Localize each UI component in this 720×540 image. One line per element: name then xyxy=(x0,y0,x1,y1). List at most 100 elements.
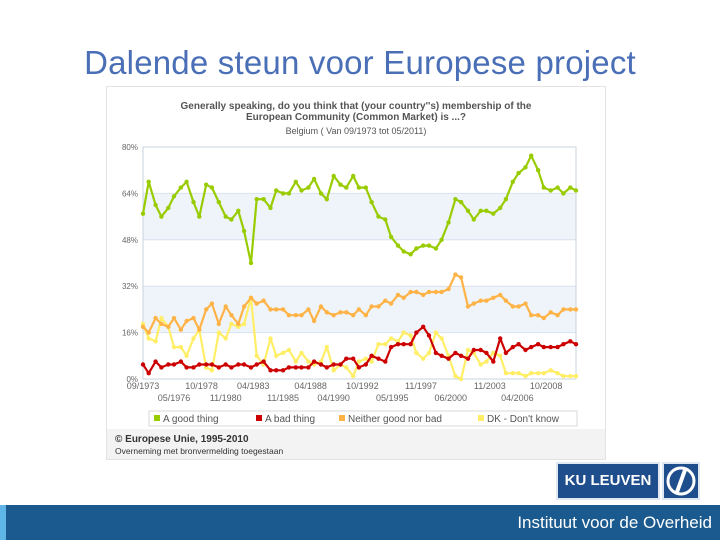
data-point xyxy=(153,359,158,364)
data-point xyxy=(478,347,483,353)
data-point xyxy=(498,292,503,298)
data-point xyxy=(209,301,215,306)
data-point xyxy=(351,313,356,318)
data-point xyxy=(318,304,324,309)
y-tick-label: 80% xyxy=(122,143,138,152)
data-point xyxy=(140,211,146,216)
data-point xyxy=(241,304,247,309)
data-point xyxy=(484,208,489,213)
data-point xyxy=(426,350,432,356)
data-point xyxy=(216,199,221,205)
x-tick-label: 04/1988 xyxy=(294,381,327,391)
data-point xyxy=(191,199,196,205)
legend-label: DK - Don't know xyxy=(487,414,560,425)
legend-swatch xyxy=(256,415,262,421)
data-point xyxy=(254,362,259,367)
data-point xyxy=(153,339,158,344)
data-point xyxy=(383,359,388,364)
data-point xyxy=(261,197,266,202)
data-point xyxy=(433,289,439,295)
data-point xyxy=(498,336,503,341)
data-point xyxy=(439,353,444,358)
data-point xyxy=(324,365,329,370)
x-tick-label: 04/2006 xyxy=(501,393,534,403)
data-point xyxy=(439,336,444,341)
line-chart: Generally speaking, do you think that (y… xyxy=(122,101,579,427)
data-point xyxy=(548,310,553,315)
data-point xyxy=(153,315,158,321)
data-point xyxy=(523,165,528,170)
data-point xyxy=(439,289,444,295)
data-point xyxy=(146,179,151,184)
data-point xyxy=(453,272,458,277)
data-point xyxy=(311,359,317,364)
data-point xyxy=(376,214,381,219)
data-point xyxy=(299,188,304,193)
data-point xyxy=(408,333,413,338)
data-point xyxy=(363,313,368,318)
data-point xyxy=(229,321,234,327)
x-tick-label: 11/1985 xyxy=(267,393,299,403)
plot-band xyxy=(143,239,576,287)
data-point xyxy=(344,310,349,315)
data-point xyxy=(573,188,579,193)
data-point xyxy=(216,321,221,327)
data-point xyxy=(286,347,292,353)
data-point xyxy=(293,359,298,364)
data-point xyxy=(153,202,158,208)
data-point xyxy=(541,344,546,350)
data-point xyxy=(535,371,541,376)
data-point xyxy=(529,313,534,318)
data-point xyxy=(491,350,496,356)
x-tick-label: 11/1980 xyxy=(210,393,242,403)
data-point xyxy=(223,362,228,367)
data-point xyxy=(414,330,419,335)
data-point xyxy=(453,197,458,202)
plot-frame xyxy=(142,146,577,380)
data-point xyxy=(471,217,476,222)
y-tick-label: 16% xyxy=(122,329,138,338)
data-point xyxy=(159,321,164,327)
copyright-text: © Europese Unie, 1995-2010 xyxy=(115,434,249,445)
data-point xyxy=(286,365,292,370)
data-point xyxy=(535,313,541,318)
data-point xyxy=(529,153,534,158)
data-point xyxy=(376,304,381,309)
data-point xyxy=(318,191,324,196)
data-point xyxy=(568,185,573,190)
data-point xyxy=(401,295,406,300)
data-point xyxy=(446,220,451,225)
x-tick-label: 09/1973 xyxy=(127,381,160,391)
data-point xyxy=(216,330,221,335)
legend-swatch xyxy=(154,415,160,421)
data-point xyxy=(555,344,560,350)
data-point xyxy=(555,313,560,318)
data-point xyxy=(338,362,343,367)
data-point xyxy=(318,362,324,367)
data-point xyxy=(498,205,503,211)
data-point xyxy=(376,342,381,347)
data-point xyxy=(395,342,401,347)
data-point xyxy=(421,292,426,298)
data-point xyxy=(369,359,374,364)
x-tick-label: 05/1976 xyxy=(158,393,191,403)
data-point xyxy=(458,199,464,205)
chart-title-line: European Community (Common Market) is ..… xyxy=(246,112,466,123)
data-point xyxy=(446,356,451,361)
data-point xyxy=(568,307,573,312)
y-tick-label: 64% xyxy=(122,189,138,198)
legend-label: A bad thing xyxy=(265,414,315,425)
data-point xyxy=(369,199,374,205)
chart-subtitle: Belgium ( Van 09/1973 tot 05/2011) xyxy=(286,126,427,136)
data-point xyxy=(338,182,343,187)
data-point xyxy=(351,356,356,361)
data-point xyxy=(280,307,286,312)
data-point xyxy=(280,350,286,356)
data-point xyxy=(401,330,406,335)
data-point xyxy=(191,315,196,321)
data-point xyxy=(548,188,553,193)
data-point xyxy=(209,368,215,373)
data-point xyxy=(204,362,209,367)
data-point xyxy=(395,243,401,248)
data-point xyxy=(369,304,374,309)
